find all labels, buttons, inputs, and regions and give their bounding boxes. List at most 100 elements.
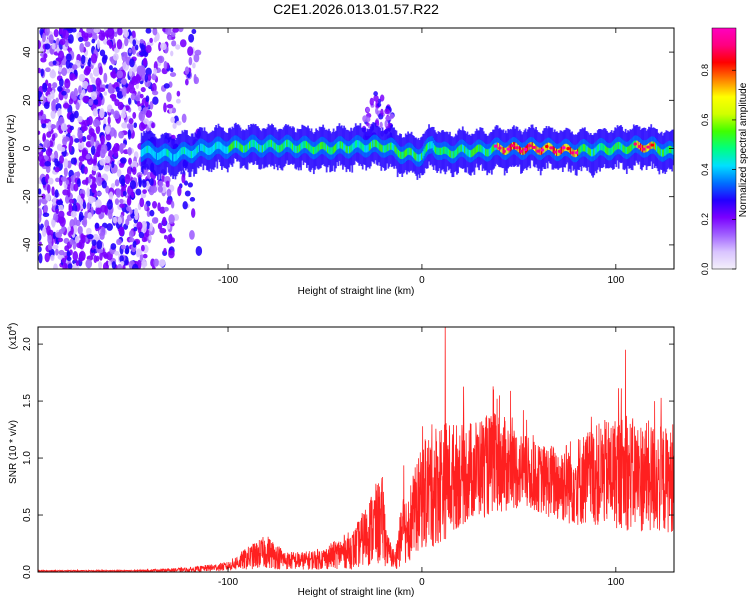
spectrogram-noise-cell	[68, 142, 72, 153]
spectrogram-band-core	[255, 141, 258, 150]
spectrogram-band-core	[535, 144, 537, 153]
spectrogram-band-core	[294, 145, 297, 153]
spectrogram-band-core	[392, 142, 394, 151]
spectrogram-band-core	[228, 145, 230, 154]
spectrogram-band-core	[578, 147, 581, 155]
colorbar-label: Normalized spectral amplitude	[738, 82, 749, 217]
spectrogram-band-core	[464, 146, 466, 154]
spectrogram-band-core	[201, 143, 204, 151]
spectrogram-band-core	[587, 146, 590, 155]
spectrogram-band-core	[250, 140, 252, 148]
spectrogram-band-core	[203, 145, 206, 153]
spectrogram-noise-cell	[111, 261, 117, 269]
spectrogram-band-core	[547, 142, 550, 150]
spectrogram-noise-cell	[51, 133, 56, 142]
spectrogram-noise-cell	[138, 231, 145, 239]
spectrogram-band-core	[479, 144, 482, 152]
spectrogram-noise-cell	[69, 73, 76, 81]
spectrogram-band-core	[342, 142, 344, 150]
spectrogram-band-core	[207, 147, 209, 155]
spectrogram-band-core	[481, 145, 484, 154]
spectrogram-noise-cell	[44, 43, 51, 50]
spectrogram-band-core	[417, 154, 420, 162]
spectrogram-band-core	[214, 143, 216, 151]
spectrogram-noise-cell	[115, 86, 120, 93]
spectrogram-peak-cell	[646, 145, 650, 149]
spectrogram-noise-cell	[135, 188, 142, 196]
spectrogram-noise-cell	[117, 263, 123, 269]
spectrogram-noise-cell	[71, 64, 78, 70]
spectrogram-excursion-cell	[384, 108, 390, 115]
spectrogram-noise-cell	[126, 206, 132, 212]
spectrogram-noise-cell	[70, 226, 74, 235]
spectrogram-noise-cell	[65, 59, 71, 69]
spectrogram-noise-cell	[44, 161, 52, 167]
spectrogram-noise-cell	[168, 249, 175, 259]
spectrogram-noise-cell	[152, 96, 159, 105]
spectrogram-noise-cell	[75, 260, 80, 267]
spectrogram-band-core	[620, 142, 622, 150]
spectrogram-excursion-cell	[380, 108, 384, 116]
spectrogram-noise-cell	[99, 107, 105, 119]
spectrogram-band-core	[654, 143, 657, 151]
spectrogram-noise-cell	[99, 231, 105, 240]
colorbar-ticks: 0.0 0.2 0.4 0.6 0.8	[700, 64, 736, 275]
spectrogram-band-core	[436, 147, 439, 155]
spectrogram-noise-cell	[142, 253, 148, 259]
spectrogram-band-core	[147, 145, 150, 153]
spectrogram-band-core	[394, 145, 397, 153]
spectrogram-noise-cell	[171, 107, 177, 114]
spectrogram-noise-cell	[132, 166, 137, 176]
spectrogram-band-core	[522, 147, 525, 155]
spectrogram-noise-cell	[163, 102, 167, 113]
spectrogram-noise-cell	[38, 241, 42, 247]
spectrogram-band-core	[653, 142, 656, 150]
spectrogram-excursion-cell	[384, 120, 388, 128]
spectrogram-noise-cell	[86, 234, 94, 240]
spectrogram-excursion-cell	[373, 91, 378, 97]
spectrogram-band-core	[609, 148, 612, 156]
spectrogram-band-core	[200, 143, 202, 151]
spectrogram-band-core	[472, 149, 475, 157]
spectrogram-band-core	[153, 150, 156, 159]
spectrogram-noise-cell	[100, 204, 107, 213]
spectrogram-band-core	[141, 148, 144, 157]
spectrogram-noise-cell	[80, 54, 86, 65]
snr-x-axis-label: Height of straight line (km)	[298, 587, 415, 598]
spectrogram-noise-cell	[152, 265, 156, 269]
spectrogram-band-core	[424, 146, 427, 154]
spectrogram-band-core	[596, 145, 599, 153]
spectrogram-noise-cell	[90, 136, 95, 147]
spectrogram-noise-cell	[118, 226, 125, 237]
colorbar-tick-label: 0.4	[700, 163, 710, 176]
spectrogram-noise-cell	[59, 216, 66, 227]
spectrogram-band-core	[393, 143, 396, 152]
spectrogram-band-core	[160, 150, 163, 159]
spectrogram-noise-cell	[175, 98, 181, 104]
spectrogram-band-core	[628, 146, 631, 154]
spectrogram-noise-cell	[38, 188, 42, 195]
spectrogram-noise-cell	[38, 245, 42, 253]
spectrogram-noise-cell	[63, 167, 68, 177]
spectrogram-band-core	[588, 147, 591, 156]
spectrogram-noise-cell	[104, 155, 111, 164]
spectrogram-noise-cell	[42, 226, 47, 238]
spectrogram-band-core	[382, 145, 385, 153]
spectrogram-noise-cell	[88, 128, 95, 136]
spectrogram-noise-cell	[152, 200, 158, 209]
spectrogram-band-core	[241, 145, 244, 153]
spectrogram-band-core	[165, 148, 167, 156]
spectrogram-noise-cell	[110, 108, 115, 115]
snr-series-line	[38, 327, 674, 572]
spectrogram-noise-cell	[177, 185, 182, 197]
spectrogram-noise-cell	[38, 67, 41, 74]
spectrogram-band-core	[314, 146, 316, 155]
spectrogram-noise-cell	[183, 180, 189, 186]
spectrogram-band-core	[375, 140, 378, 148]
spectrogram-band-core	[602, 143, 605, 151]
spectrogram-noise-cell	[40, 68, 44, 77]
spectrogram-band-core	[350, 145, 352, 153]
spectrogram-noise-cell	[157, 222, 163, 230]
spectrogram-band-core	[506, 147, 508, 155]
spectrogram-noise-cell	[81, 148, 87, 158]
